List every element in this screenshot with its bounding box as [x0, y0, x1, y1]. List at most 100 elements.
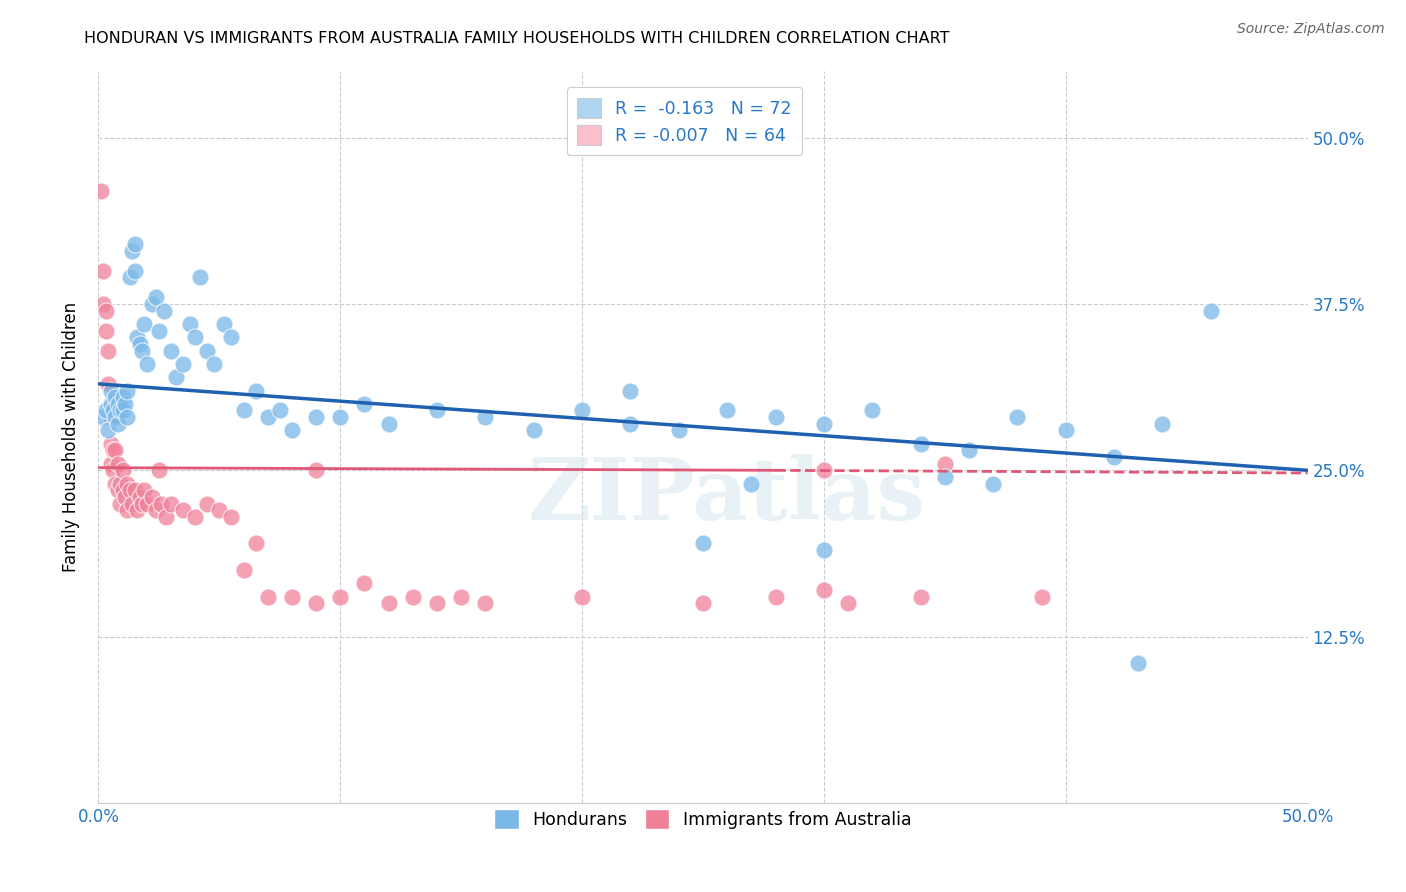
Point: [111, 483, 134, 498]
Point: [117, 384, 139, 398]
Point: [118, 483, 141, 498]
Point: [117, 410, 139, 425]
Point: [377, 417, 399, 431]
Point: [402, 590, 425, 604]
Point: [107, 417, 129, 431]
Point: [668, 424, 690, 438]
Point: [160, 497, 183, 511]
Point: [179, 317, 201, 331]
Point: [91, 264, 114, 278]
Point: [212, 317, 235, 331]
Point: [232, 563, 254, 577]
Point: [121, 497, 143, 511]
Point: [128, 490, 150, 504]
Point: [281, 424, 304, 438]
Point: [104, 476, 127, 491]
Point: [813, 463, 835, 477]
Point: [692, 596, 714, 610]
Point: [204, 357, 226, 371]
Point: [184, 330, 207, 344]
Point: [111, 403, 134, 417]
Point: [571, 590, 593, 604]
Point: [114, 397, 136, 411]
Point: [716, 403, 738, 417]
Point: [104, 410, 127, 425]
Point: [426, 403, 449, 417]
Point: [269, 403, 291, 417]
Point: [450, 590, 472, 604]
Point: [981, 476, 1004, 491]
Point: [957, 443, 980, 458]
Point: [104, 443, 127, 458]
Point: [474, 410, 496, 425]
Point: [101, 443, 124, 458]
Point: [765, 410, 787, 425]
Point: [100, 384, 122, 398]
Point: [135, 497, 157, 511]
Point: [91, 410, 114, 425]
Point: [91, 297, 114, 311]
Point: [101, 463, 124, 477]
Point: [100, 457, 122, 471]
Point: [107, 483, 129, 498]
Point: [208, 503, 231, 517]
Point: [813, 582, 835, 597]
Point: [910, 436, 932, 450]
Point: [127, 330, 149, 344]
Point: [426, 596, 449, 610]
Point: [1054, 424, 1077, 438]
Text: HONDURAN VS IMMIGRANTS FROM AUSTRALIA FAMILY HOUSEHOLDS WITH CHILDREN CORRELATIO: HONDURAN VS IMMIGRANTS FROM AUSTRALIA FA…: [84, 31, 950, 46]
Point: [134, 483, 156, 498]
Point: [329, 410, 352, 425]
Point: [108, 476, 131, 491]
Point: [117, 503, 139, 517]
Point: [837, 596, 859, 610]
Point: [221, 330, 243, 344]
Point: [221, 509, 243, 524]
Point: [329, 590, 352, 604]
Text: Source: ZipAtlas.com: Source: ZipAtlas.com: [1237, 22, 1385, 37]
Point: [128, 337, 150, 351]
Point: [124, 264, 146, 278]
Point: [619, 417, 641, 431]
Point: [124, 237, 146, 252]
Point: [934, 470, 956, 484]
Point: [148, 463, 170, 477]
Point: [121, 244, 143, 258]
Point: [256, 410, 278, 425]
Point: [127, 503, 149, 517]
Point: [305, 596, 328, 610]
Point: [523, 424, 546, 438]
Point: [160, 343, 183, 358]
Point: [97, 424, 120, 438]
Point: [155, 509, 177, 524]
Point: [245, 536, 267, 550]
Point: [813, 543, 835, 558]
Point: [94, 303, 117, 318]
Point: [172, 357, 194, 371]
Point: [1128, 656, 1150, 670]
Point: [1199, 303, 1222, 318]
Point: [813, 417, 835, 431]
Point: [1031, 590, 1053, 604]
Point: [108, 403, 131, 417]
Point: [860, 403, 883, 417]
Point: [692, 536, 714, 550]
Point: [195, 497, 218, 511]
Point: [571, 403, 593, 417]
Point: [740, 476, 762, 491]
Point: [165, 370, 187, 384]
Point: [141, 490, 163, 504]
Point: [152, 303, 174, 318]
Point: [101, 403, 124, 417]
Y-axis label: Family Households with Children: Family Households with Children: [62, 302, 80, 572]
Point: [305, 463, 328, 477]
Point: [111, 390, 134, 404]
Point: [145, 290, 167, 304]
Point: [141, 297, 163, 311]
Point: [97, 376, 120, 391]
Point: [256, 590, 278, 604]
Point: [377, 596, 399, 610]
Point: [184, 509, 207, 524]
Point: [245, 384, 267, 398]
